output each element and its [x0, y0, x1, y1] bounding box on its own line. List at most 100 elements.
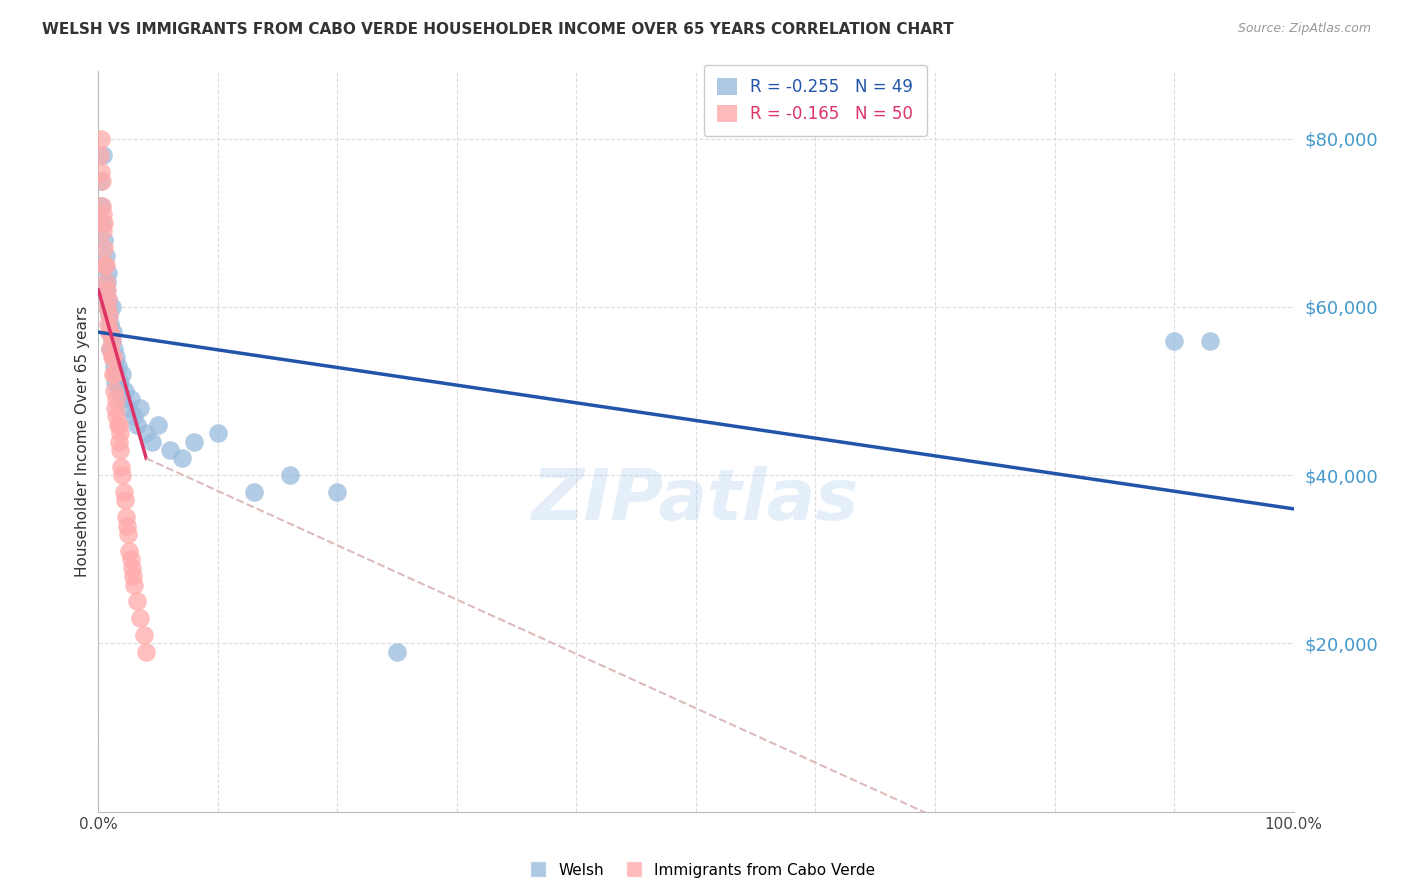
Y-axis label: Householder Income Over 65 years: Householder Income Over 65 years	[75, 306, 90, 577]
Point	[385, 645, 409, 659]
Legend: R = -0.255   N = 49, R = -0.165   N = 50: R = -0.255 N = 49, R = -0.165 N = 50	[704, 65, 927, 136]
Point	[94, 250, 117, 264]
Point	[94, 275, 117, 289]
Point	[100, 334, 122, 348]
Point	[183, 434, 205, 449]
Point	[96, 300, 118, 314]
Point	[141, 434, 163, 449]
Point	[93, 241, 115, 255]
Point	[90, 131, 112, 145]
Point	[107, 384, 129, 398]
Point	[98, 342, 122, 356]
Point	[105, 351, 128, 365]
Point	[98, 317, 122, 331]
Point	[115, 518, 138, 533]
Point	[96, 275, 118, 289]
Point	[97, 317, 120, 331]
Point	[105, 409, 128, 424]
Point	[125, 594, 148, 608]
Point	[117, 401, 139, 415]
Point	[114, 493, 136, 508]
Point	[172, 451, 194, 466]
Point	[94, 258, 117, 272]
Point	[111, 468, 134, 483]
Point	[108, 376, 131, 390]
Point	[93, 258, 115, 272]
Point	[110, 459, 132, 474]
Point	[120, 552, 142, 566]
Point	[117, 527, 139, 541]
Point	[100, 334, 122, 348]
Point	[148, 417, 170, 432]
Text: Source: ZipAtlas.com: Source: ZipAtlas.com	[1237, 22, 1371, 36]
Point	[91, 148, 114, 162]
Point	[101, 368, 124, 382]
Point	[97, 292, 120, 306]
Legend: Welsh, Immigrants from Cabo Verde: Welsh, Immigrants from Cabo Verde	[524, 857, 882, 884]
Point	[105, 392, 128, 407]
Point	[122, 569, 145, 583]
Text: ZIPatlas: ZIPatlas	[533, 467, 859, 535]
Point	[103, 359, 125, 373]
Point	[96, 283, 118, 297]
Point	[100, 351, 122, 365]
Point	[118, 544, 141, 558]
Point	[98, 309, 121, 323]
Point	[101, 351, 124, 365]
Point	[135, 645, 157, 659]
Point	[120, 392, 142, 407]
Point	[98, 325, 121, 339]
Point	[129, 611, 152, 625]
Point	[1163, 334, 1185, 348]
Point	[1199, 334, 1222, 348]
Point	[93, 216, 115, 230]
Point	[111, 368, 134, 382]
Point	[103, 368, 125, 382]
Point	[90, 165, 112, 179]
Point	[103, 342, 125, 356]
Point	[98, 342, 122, 356]
Point	[326, 485, 349, 500]
Point	[108, 442, 131, 457]
Point	[108, 426, 131, 441]
Point	[94, 283, 117, 297]
Point	[93, 258, 115, 272]
Point	[107, 434, 129, 449]
Point	[89, 148, 111, 162]
Point	[135, 426, 157, 441]
Point	[107, 417, 129, 432]
Point	[243, 485, 266, 500]
Point	[107, 359, 129, 373]
Point	[98, 325, 122, 339]
Point	[207, 426, 229, 441]
Point	[91, 224, 114, 238]
Point	[124, 409, 146, 424]
Point	[125, 417, 148, 432]
Point	[91, 216, 114, 230]
Point	[91, 207, 114, 221]
Point	[121, 560, 143, 574]
Point	[129, 401, 152, 415]
Point	[112, 485, 135, 500]
Point	[103, 384, 125, 398]
Point	[278, 468, 301, 483]
Text: WELSH VS IMMIGRANTS FROM CABO VERDE HOUSEHOLDER INCOME OVER 65 YEARS CORRELATION: WELSH VS IMMIGRANTS FROM CABO VERDE HOUS…	[42, 22, 953, 37]
Point	[90, 199, 112, 213]
Point	[96, 300, 118, 314]
Point	[159, 442, 181, 457]
Point	[104, 401, 127, 415]
Point	[97, 292, 120, 306]
Point	[91, 174, 114, 188]
Point	[98, 325, 121, 339]
Point	[114, 384, 136, 398]
Point	[107, 417, 129, 432]
Point	[101, 351, 124, 365]
Point	[115, 510, 138, 524]
Point	[91, 199, 114, 213]
Point	[98, 309, 121, 323]
Point	[97, 266, 120, 280]
Point	[100, 300, 122, 314]
Point	[110, 392, 132, 407]
Point	[89, 174, 111, 188]
Point	[101, 325, 124, 339]
